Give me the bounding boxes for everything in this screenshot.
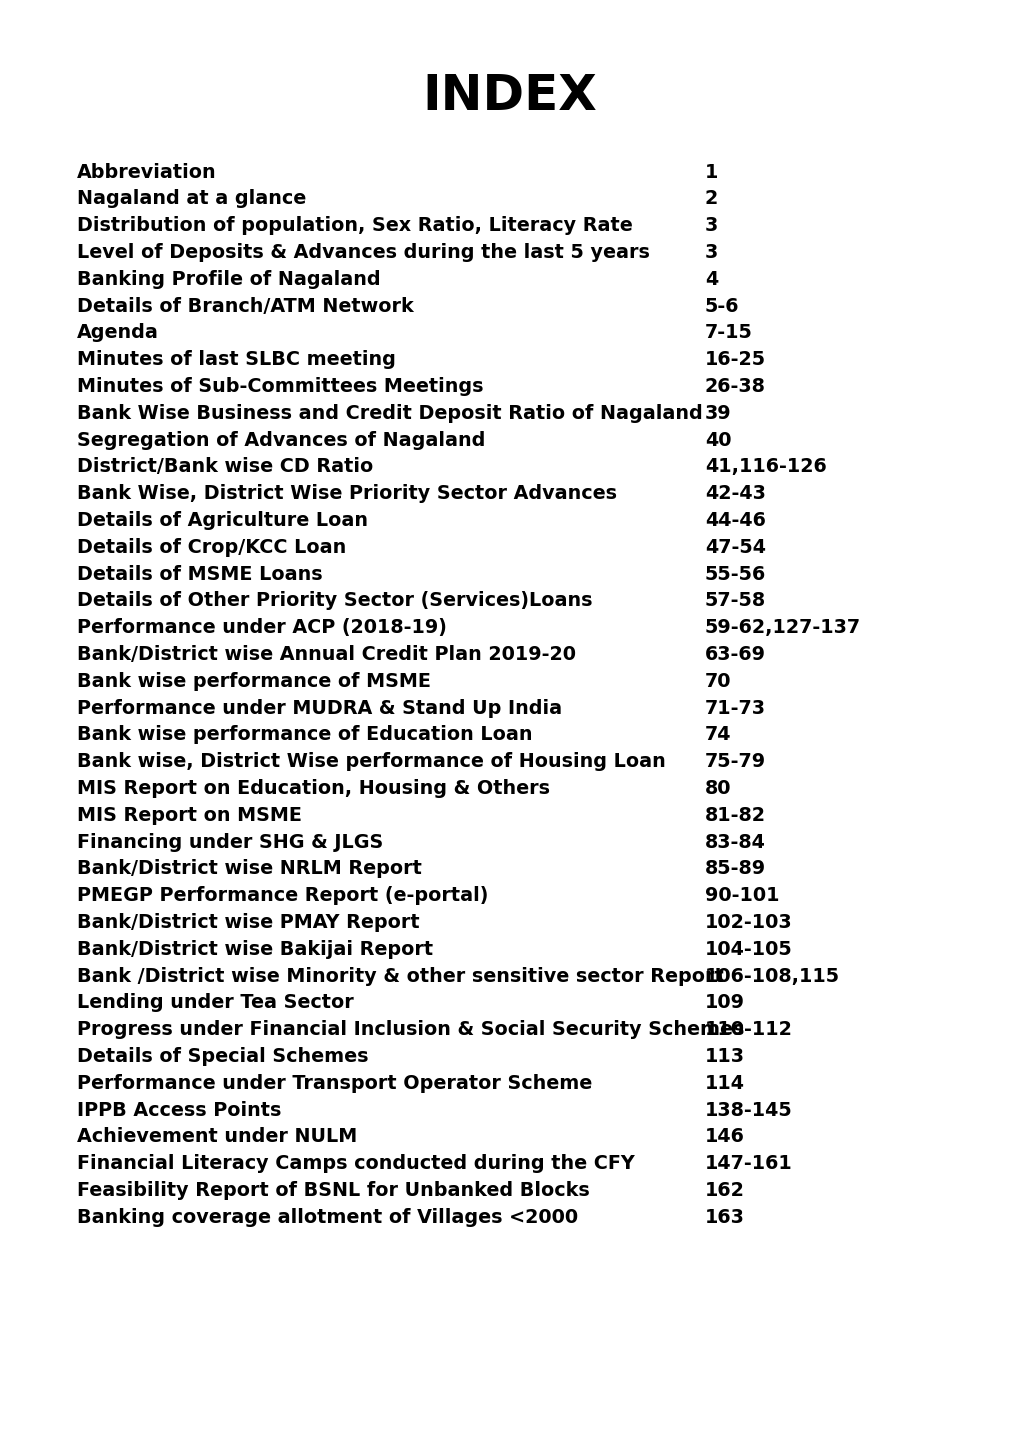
Text: INDEX: INDEX xyxy=(422,72,597,120)
Text: 2: 2 xyxy=(704,189,717,208)
Text: Bank wise, District Wise performance of Housing Loan: Bank wise, District Wise performance of … xyxy=(76,753,665,771)
Text: Agenda: Agenda xyxy=(76,323,159,342)
Text: Nagaland at a glance: Nagaland at a glance xyxy=(76,189,306,208)
Text: 26-38: 26-38 xyxy=(704,376,765,397)
Text: Bank wise performance of Education Loan: Bank wise performance of Education Loan xyxy=(76,725,532,744)
Text: Financial Literacy Camps conducted during the CFY: Financial Literacy Camps conducted durin… xyxy=(76,1154,634,1174)
Text: 110-112: 110-112 xyxy=(704,1019,792,1040)
Text: Performance under Transport Operator Scheme: Performance under Transport Operator Sch… xyxy=(76,1074,592,1093)
Text: 7-15: 7-15 xyxy=(704,323,752,342)
Text: 57-58: 57-58 xyxy=(704,591,765,610)
Text: 3: 3 xyxy=(704,216,717,235)
Text: Level of Deposits & Advances during the last 5 years: Level of Deposits & Advances during the … xyxy=(76,242,649,262)
Text: Bank/District wise NRLM Report: Bank/District wise NRLM Report xyxy=(76,859,422,878)
Text: 59-62,127-137: 59-62,127-137 xyxy=(704,619,860,637)
Text: 114: 114 xyxy=(704,1074,744,1093)
Text: 106-108,115: 106-108,115 xyxy=(704,966,840,985)
Text: 80: 80 xyxy=(704,779,731,797)
Text: 40: 40 xyxy=(704,431,731,450)
Text: 163: 163 xyxy=(704,1208,744,1227)
Text: Segregation of Advances of Nagaland: Segregation of Advances of Nagaland xyxy=(76,431,485,450)
Text: Progress under Financial Inclusion & Social Security Schemes: Progress under Financial Inclusion & Soc… xyxy=(76,1019,744,1040)
Text: MIS Report on Education, Housing & Others: MIS Report on Education, Housing & Other… xyxy=(76,779,549,797)
Text: 109: 109 xyxy=(704,994,744,1012)
Text: Bank/District wise Bakijai Report: Bank/District wise Bakijai Report xyxy=(76,940,433,959)
Text: Bank Wise Business and Credit Deposit Ratio of Nagaland: Bank Wise Business and Credit Deposit Ra… xyxy=(76,404,702,423)
Text: Bank/District wise Annual Credit Plan 2019-20: Bank/District wise Annual Credit Plan 20… xyxy=(76,645,576,663)
Text: Banking Profile of Nagaland: Banking Profile of Nagaland xyxy=(76,270,380,288)
Text: 102-103: 102-103 xyxy=(704,913,792,932)
Text: Distribution of population, Sex Ratio, Literacy Rate: Distribution of population, Sex Ratio, L… xyxy=(76,216,632,235)
Text: 4: 4 xyxy=(704,270,717,288)
Text: 90-101: 90-101 xyxy=(704,885,779,906)
Text: Achievement under NULM: Achievement under NULM xyxy=(76,1128,357,1146)
Text: 39: 39 xyxy=(704,404,731,423)
Text: Performance under ACP (2018-19): Performance under ACP (2018-19) xyxy=(76,619,446,637)
Text: Performance under MUDRA & Stand Up India: Performance under MUDRA & Stand Up India xyxy=(76,698,561,718)
Text: 55-56: 55-56 xyxy=(704,564,765,584)
Text: Minutes of Sub-Committees Meetings: Minutes of Sub-Committees Meetings xyxy=(76,376,483,397)
Text: MIS Report on MSME: MIS Report on MSME xyxy=(76,806,302,825)
Text: 16-25: 16-25 xyxy=(704,350,765,369)
Text: Bank Wise, District Wise Priority Sector Advances: Bank Wise, District Wise Priority Sector… xyxy=(76,485,616,503)
Text: Details of Crop/KCC Loan: Details of Crop/KCC Loan xyxy=(76,538,345,557)
Text: 41,116-126: 41,116-126 xyxy=(704,457,826,476)
Text: Details of Special Schemes: Details of Special Schemes xyxy=(76,1047,368,1066)
Text: 113: 113 xyxy=(704,1047,744,1066)
Text: District/Bank wise CD Ratio: District/Bank wise CD Ratio xyxy=(76,457,373,476)
Text: 5-6: 5-6 xyxy=(704,297,739,316)
Text: 44-46: 44-46 xyxy=(704,510,765,529)
Text: 3: 3 xyxy=(704,242,717,262)
Text: 70: 70 xyxy=(704,672,731,691)
Text: Financing under SHG & JLGS: Financing under SHG & JLGS xyxy=(76,832,383,851)
Text: 1: 1 xyxy=(704,163,717,182)
Text: Feasibility Report of BSNL for Unbanked Blocks: Feasibility Report of BSNL for Unbanked … xyxy=(76,1181,589,1200)
Text: 75-79: 75-79 xyxy=(704,753,765,771)
Text: 74: 74 xyxy=(704,725,731,744)
Text: Bank/District wise PMAY Report: Bank/District wise PMAY Report xyxy=(76,913,419,932)
Text: Details of MSME Loans: Details of MSME Loans xyxy=(76,564,322,584)
Text: PMEGP Performance Report (e-portal): PMEGP Performance Report (e-portal) xyxy=(76,885,488,906)
Text: 104-105: 104-105 xyxy=(704,940,792,959)
Text: 147-161: 147-161 xyxy=(704,1154,792,1174)
Text: Bank wise performance of MSME: Bank wise performance of MSME xyxy=(76,672,431,691)
Text: 162: 162 xyxy=(704,1181,744,1200)
Text: 85-89: 85-89 xyxy=(704,859,765,878)
Text: Details of Branch/ATM Network: Details of Branch/ATM Network xyxy=(76,297,414,316)
Text: 63-69: 63-69 xyxy=(704,645,765,663)
Text: IPPB Access Points: IPPB Access Points xyxy=(76,1100,281,1119)
Text: Banking coverage allotment of Villages <2000: Banking coverage allotment of Villages <… xyxy=(76,1208,578,1227)
Text: Abbreviation: Abbreviation xyxy=(76,163,216,182)
Text: Details of Other Priority Sector (Services)Loans: Details of Other Priority Sector (Servic… xyxy=(76,591,592,610)
Text: 146: 146 xyxy=(704,1128,744,1146)
Text: Lending under Tea Sector: Lending under Tea Sector xyxy=(76,994,354,1012)
Text: 47-54: 47-54 xyxy=(704,538,765,557)
Text: 81-82: 81-82 xyxy=(704,806,765,825)
Text: 71-73: 71-73 xyxy=(704,698,765,718)
Text: 42-43: 42-43 xyxy=(704,485,765,503)
Text: Bank /District wise Minority & other sensitive sector Report: Bank /District wise Minority & other sen… xyxy=(76,966,723,985)
Text: Details of Agriculture Loan: Details of Agriculture Loan xyxy=(76,510,368,529)
Text: 83-84: 83-84 xyxy=(704,832,765,851)
Text: Minutes of last SLBC meeting: Minutes of last SLBC meeting xyxy=(76,350,395,369)
Text: 138-145: 138-145 xyxy=(704,1100,792,1119)
